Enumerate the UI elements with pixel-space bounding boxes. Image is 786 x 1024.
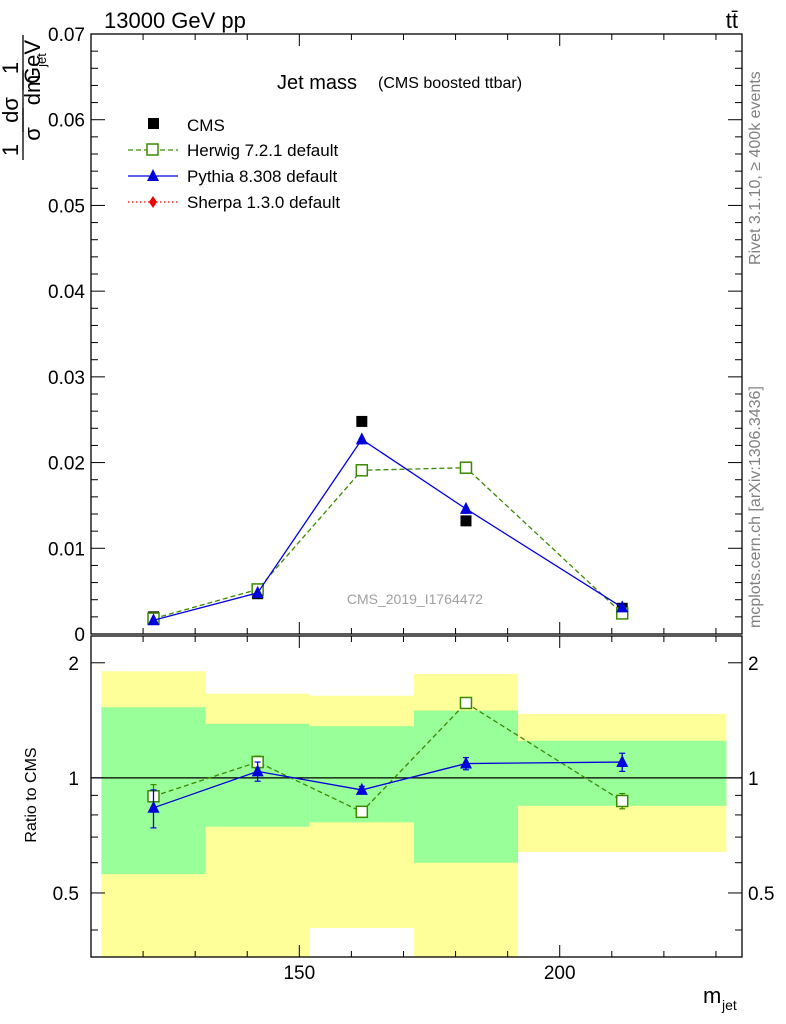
ratio-point-1 xyxy=(616,755,629,768)
main-point-2 xyxy=(616,600,629,613)
main-point-2 xyxy=(147,613,160,626)
ylabel-dsigma: dσ xyxy=(0,97,23,123)
main-ytick-label: 0.05 xyxy=(48,196,85,217)
main-point-0 xyxy=(356,415,368,427)
ratio-point-1 xyxy=(355,782,368,795)
analysis-watermark: CMS_2019_I1764472 xyxy=(347,591,483,607)
main-point-1 xyxy=(459,461,473,474)
ratio-ytick-label-right: 2 xyxy=(748,654,759,675)
rivet-label: Rivet 3.1.10, ≥ 400k events xyxy=(747,71,764,265)
legend-herwig-marker xyxy=(146,143,159,156)
chart-title-main: Jet mass xyxy=(277,72,357,94)
main-plot-frame xyxy=(90,33,743,635)
ratio-y-label: Ratio to CMS xyxy=(23,747,40,842)
ylabel-one-b: 1 xyxy=(0,62,23,74)
ylabel-sigma: σ xyxy=(20,127,45,141)
ratio-point-0 xyxy=(355,805,369,819)
ratio-point-1 xyxy=(147,800,160,813)
chart-title: Jet mass (CMS boosted ttbar) xyxy=(277,72,522,94)
x-label-main: m xyxy=(703,983,721,1008)
x-label-sub: jet xyxy=(721,997,737,1013)
main-ytick-label: 0.04 xyxy=(48,282,85,303)
ylabel-dm: dm xyxy=(20,75,45,106)
main-point-0 xyxy=(460,515,472,527)
ratio-ytick-label-right: 1 xyxy=(748,769,759,790)
main-ytick-label: 0.06 xyxy=(48,111,85,132)
main-point-2 xyxy=(459,501,472,514)
xtick-label: 150 xyxy=(283,963,315,984)
main-ytick-label: 0 xyxy=(74,625,85,646)
ylabel-jet-sub: jet xyxy=(34,53,49,68)
main-ytick-label: 0.07 xyxy=(48,25,85,46)
main-ytick-label: 0.01 xyxy=(48,539,85,560)
main-point-2 xyxy=(355,432,368,445)
ratio-plot-frame xyxy=(90,635,743,958)
energy-label: 13000 GeV pp xyxy=(104,8,246,33)
ratio-ytick-label-left: 2 xyxy=(68,654,79,675)
legend-herwig: Herwig 7.2.1 default xyxy=(128,141,338,160)
ratio-ytick-label-left: 1 xyxy=(68,769,79,790)
ylabel-gev: GeV xyxy=(20,40,45,84)
ylabel-one: 1 xyxy=(0,144,23,156)
legend-cms: CMS xyxy=(148,116,225,135)
legend-pythia-label: Pythia 8.308 default xyxy=(187,167,338,186)
legend-sherpa: Sherpa 1.3.0 default xyxy=(128,193,340,212)
chart-title-sub: (CMS boosted ttbar) xyxy=(378,75,522,92)
main-point-1 xyxy=(355,464,369,477)
legend-herwig-label: Herwig 7.2.1 default xyxy=(187,141,338,160)
band-inner-bin-3 xyxy=(413,710,519,863)
main-series xyxy=(147,415,629,626)
ratio-point-1 xyxy=(251,764,264,777)
ratio-series xyxy=(147,696,629,829)
ratio-point-1 xyxy=(459,756,472,769)
process-label: tt̄ xyxy=(726,8,738,33)
uncertainty-bands xyxy=(101,671,727,957)
ratio-point-0 xyxy=(459,696,473,710)
axis-ticks: 0 0.01 0.02 0.03 0.04 0.05 0.06 0.07 150 200 0.5 0.… xyxy=(48,25,774,984)
main-ytick-label: 0.02 xyxy=(48,454,85,475)
main-point-2 xyxy=(251,585,264,598)
main-y-label: 1 σ dσ dm jet 1 GeV xyxy=(0,35,49,160)
ratio-ytick-label-right: 0.5 xyxy=(748,884,774,905)
legend-sherpa-marker xyxy=(149,196,157,208)
ratio-point-0 xyxy=(615,794,629,808)
legend-pythia: Pythia 8.308 default xyxy=(128,167,338,186)
xtick-label: 200 xyxy=(544,963,576,984)
ratio-ytick-label-left: 0.5 xyxy=(53,884,79,905)
legend-cms-marker xyxy=(148,118,159,129)
legend: CMS Herwig 7.2.1 default Pythia 8.308 de… xyxy=(128,116,340,212)
mcplots-label: mcplots.cern.ch [arXiv:1306.3436] xyxy=(747,386,764,628)
legend-cms-label: CMS xyxy=(187,116,225,135)
legend-sherpa-label: Sherpa 1.3.0 default xyxy=(187,193,340,212)
main-ytick-label: 0.03 xyxy=(48,368,85,389)
legend-pythia-marker xyxy=(147,169,159,181)
